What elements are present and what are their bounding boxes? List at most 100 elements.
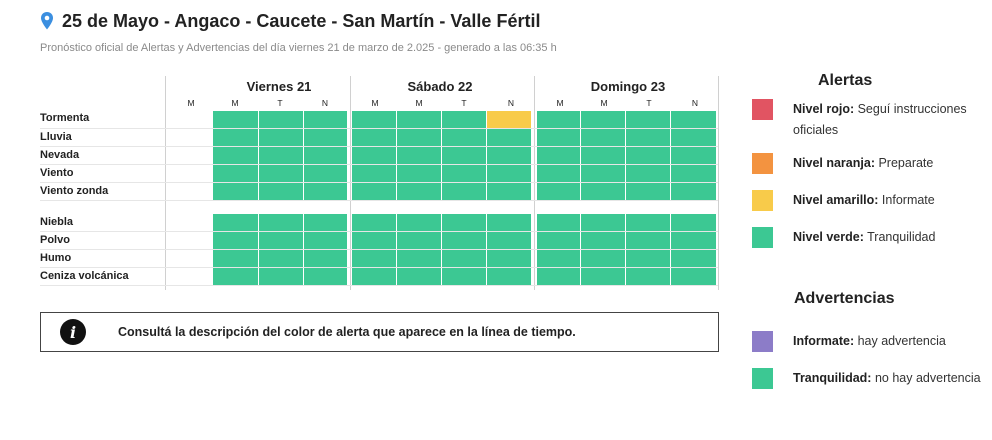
slot-label: M: [556, 98, 564, 108]
row-label-viento: Viento: [40, 167, 74, 179]
legend-desc: Tranquilidad: [863, 230, 936, 244]
timeline-cell: [581, 232, 625, 249]
timeline-cell: [397, 165, 441, 182]
row-label-viento-zonda: Viento zonda: [40, 185, 109, 197]
timeline-cell: [442, 183, 486, 200]
row-divider: [40, 200, 718, 201]
legend-name: Tranquilidad:: [793, 371, 872, 385]
timeline-cell: [442, 111, 486, 128]
timeline-cell: [626, 111, 670, 128]
timeline-cell: [626, 214, 670, 231]
legend-item-informate: Informate: hay advertencia: [752, 331, 946, 352]
timeline-cell: [671, 183, 716, 200]
slot-label: T: [646, 98, 652, 108]
timeline-cell: [671, 214, 716, 231]
slot-label: M: [187, 98, 195, 108]
timeline-cell: [397, 268, 441, 285]
slot-label: T: [461, 98, 467, 108]
timeline-cell: [352, 183, 396, 200]
timeline-cell: [671, 129, 716, 146]
timeline-cell: [352, 268, 396, 285]
page-title: 25 de Mayo - Angaco - Caucete - San Mart…: [62, 10, 541, 31]
info-note: i Consultá la descripción del color de a…: [40, 312, 719, 352]
row-divider: [40, 267, 718, 268]
row-divider: [40, 164, 718, 165]
timeline-cell: [259, 214, 303, 231]
legend-desc: no hay advertencia: [871, 371, 981, 385]
grid-divider: [350, 76, 351, 290]
timeline-cell: [626, 232, 670, 249]
timeline-cell: [397, 129, 441, 146]
timeline-cell: [671, 147, 716, 164]
slot-label: N: [507, 98, 515, 108]
page-subtitle: Pronóstico oficial de Alertas y Adverten…: [40, 42, 557, 54]
timeline-cell: [487, 268, 531, 285]
row-divider: [40, 249, 718, 250]
timeline-cell: [537, 165, 580, 182]
slot-label: M: [371, 98, 379, 108]
timeline-cell: [626, 268, 670, 285]
timeline-cell: [487, 129, 531, 146]
timeline-cell: [352, 165, 396, 182]
timeline-cell: [397, 232, 441, 249]
alertas-title: Alertas: [818, 72, 873, 89]
red-swatch: [752, 99, 773, 120]
timeline-cell: [352, 111, 396, 128]
info-icon: i: [60, 319, 86, 345]
legend-item-nivel-naranja: Nivel naranja: Preparate: [752, 153, 933, 174]
day-label-sabado: Sábado 22: [407, 79, 473, 94]
timeline-cell: [487, 111, 531, 128]
timeline-cell: [537, 111, 580, 128]
timeline-cell: [487, 147, 531, 164]
row-label-niebla: Niebla: [40, 216, 74, 228]
legend-desc: Informate: [878, 193, 935, 207]
timeline-cell: [259, 147, 303, 164]
row-label-tormenta: Tormenta: [40, 112, 90, 124]
timeline-cell: [442, 165, 486, 182]
legend-desc: Preparate: [874, 156, 934, 170]
timeline-cell: [442, 147, 486, 164]
slot-label: M: [600, 98, 608, 108]
purple-swatch: [752, 331, 773, 352]
advertencias-title: Advertencias: [794, 290, 895, 307]
slot-label: M: [231, 98, 239, 108]
timeline-cell: [487, 165, 531, 182]
timeline-cell: [352, 250, 396, 267]
green-swatch: [752, 368, 773, 389]
timeline-cell: [581, 214, 625, 231]
legend-name: Nivel amarillo:: [793, 193, 879, 207]
timeline-cell: [259, 111, 303, 128]
grid-divider: [165, 76, 166, 290]
legend-item-nivel-verde: Nivel verde: Tranquilidad: [752, 227, 935, 248]
timeline-cell: [626, 183, 670, 200]
grid-divider: [718, 76, 719, 290]
timeline-cell: [304, 111, 347, 128]
timeline-cell: [259, 183, 303, 200]
timeline-cell: [537, 268, 580, 285]
timeline-cell: [581, 111, 625, 128]
slot-label: T: [277, 98, 283, 108]
timeline-cell: [626, 250, 670, 267]
alert-timeline: Viernes 21 Sábado 22 Domingo 23 M M T N …: [40, 76, 720, 290]
timeline-cell: [581, 250, 625, 267]
timeline-cell: [442, 250, 486, 267]
row-divider: [40, 285, 718, 286]
header: 25 de Mayo - Angaco - Caucete - San Mart…: [40, 10, 540, 32]
timeline-cell: [397, 111, 441, 128]
map-pin-icon: [40, 12, 54, 30]
timeline-cell: [213, 165, 258, 182]
info-note-text: Consultá la descripción del color de ale…: [118, 325, 576, 339]
legend-item-nivel-amarillo: Nivel amarillo: Informate: [752, 190, 935, 211]
grid-divider: [534, 76, 535, 290]
timeline-cell: [259, 232, 303, 249]
timeline-cell: [442, 232, 486, 249]
timeline-cell: [671, 268, 716, 285]
timeline-cell: [581, 165, 625, 182]
row-divider: [40, 146, 718, 147]
timeline-cell: [442, 214, 486, 231]
timeline-cell: [213, 129, 258, 146]
legend-item-nivel-rojo: Nivel rojo: Seguí instrucciones oficiale…: [752, 99, 983, 141]
timeline-cell: [626, 129, 670, 146]
legend-desc: hay advertencia: [854, 334, 946, 348]
timeline-cell: [213, 268, 258, 285]
